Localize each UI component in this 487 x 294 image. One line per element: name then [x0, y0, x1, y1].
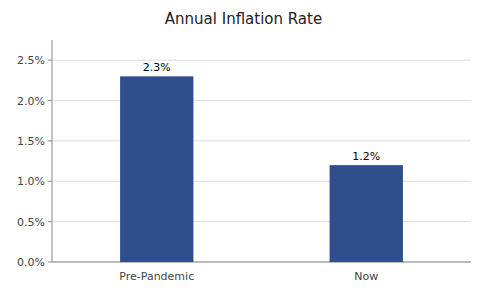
- grid-line: [52, 221, 471, 222]
- x-axis-line: [52, 262, 471, 263]
- bar: [330, 165, 403, 262]
- tick-mark: [48, 60, 52, 61]
- y-axis-line: [52, 40, 53, 262]
- tick-mark: [48, 140, 52, 141]
- grid-line: [52, 100, 471, 101]
- x-axis: Pre-Pandemic Now: [119, 270, 378, 283]
- data-label: 1.2%: [352, 150, 380, 163]
- tick-label: 1.5%: [17, 135, 45, 148]
- chart-svg: Annual Inflation Rate 0.0% 0.5% 1.0% 1.5% 2.0…: [0, 0, 487, 294]
- grid-line: [52, 60, 471, 61]
- grid-line: [52, 181, 471, 182]
- bar: [120, 76, 193, 262]
- tick-mark: [48, 181, 52, 182]
- chart-container: Annual Inflation Rate 0.0% 0.5% 1.0% 1.5% 2.0…: [0, 0, 487, 294]
- tick-label: 0.5%: [17, 216, 45, 229]
- tick-label: 2.5%: [17, 54, 45, 67]
- tick-mark: [48, 100, 52, 101]
- category-label: Pre-Pandemic: [119, 270, 194, 283]
- tick-label: 0.0%: [17, 256, 45, 269]
- tick-label: 2.0%: [17, 95, 45, 108]
- category-label: Now: [354, 270, 378, 283]
- title: Annual Inflation Rate: [165, 10, 322, 28]
- grid-line: [52, 140, 471, 141]
- tick-label: 1.0%: [17, 175, 45, 188]
- y-axis: 0.0% 0.5% 1.0% 1.5% 2.0% 2.5%: [17, 40, 471, 269]
- grid-line: [52, 262, 471, 263]
- tick-mark: [48, 221, 52, 222]
- tick-mark: [48, 262, 52, 263]
- data-labels: 2.3% 1.2%: [143, 61, 380, 163]
- bars: [120, 76, 403, 262]
- data-label: 2.3%: [143, 61, 171, 74]
